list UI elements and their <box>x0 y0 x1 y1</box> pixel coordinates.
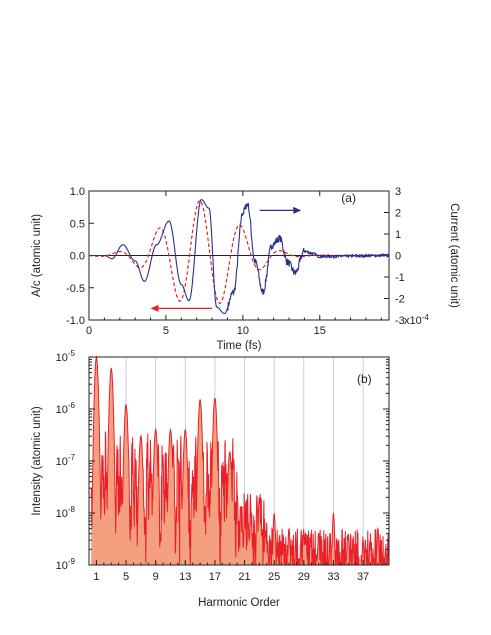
y-tick-label-b: 10-7 <box>56 453 76 468</box>
y-tick-label-left-a: -0.5 <box>66 283 85 295</box>
arrow-vector-head <box>150 304 159 312</box>
arrow-current-head <box>293 206 302 214</box>
y-tick-label-left-a: -1.0 <box>66 315 85 327</box>
x-tick-label-b: 37 <box>357 571 369 583</box>
x-tick-label-b: 1 <box>93 571 99 583</box>
x-tick-label-a: 0 <box>86 325 92 337</box>
y-tick-label-b: 10-5 <box>56 349 76 364</box>
spectrum-fill <box>91 357 389 565</box>
y-tick-label-left-a: 1.0 <box>70 186 85 198</box>
y-tick-label-right-a: -3 <box>395 315 405 327</box>
x-axis-label-b: Harmonic Order <box>198 597 280 609</box>
x-tick-label-b: 17 <box>209 571 221 583</box>
y-tick-label-left-a: 0.5 <box>70 218 85 230</box>
right-axis-exponent: x10-4 <box>404 313 429 327</box>
y-tick-label-b: 10-8 <box>56 505 76 520</box>
x-tick-label-a: 15 <box>314 325 326 337</box>
y-tick-label-right-a: 2 <box>395 208 401 220</box>
panel-b: 1 5 9 13 17 21 25 29 33 37 10-5 10-6 10-7 10-8 10-9 Har… <box>31 349 390 609</box>
series-vector-potential <box>88 200 389 305</box>
x-tick-label-b: 25 <box>268 571 280 583</box>
panel-label-a: (a) <box>341 191 356 205</box>
y-tick-label-left-a: 0.0 <box>70 251 85 263</box>
x-tick-label-b: 9 <box>153 571 159 583</box>
y-tick-label-right-a: -1 <box>395 272 405 284</box>
y-tick-label-right-a: 3 <box>395 186 401 198</box>
y-tick-label-right-a: -2 <box>395 294 405 306</box>
x-tick-label-b: 21 <box>238 571 250 583</box>
x-tick-label-b: 5 <box>123 571 129 583</box>
y-tick-label-b: 10-9 <box>56 557 76 572</box>
x-axis-label-a: Time (fs) <box>217 340 262 352</box>
series-current <box>89 199 390 315</box>
x-tick-label-b: 13 <box>179 571 191 583</box>
panel-label-b: (b) <box>357 372 372 386</box>
x-tick-label-b: 29 <box>298 571 310 583</box>
y-axis-label-left-a: A/c (atomic unit) <box>31 214 43 297</box>
x-tick-label-b: 33 <box>327 571 339 583</box>
y-tick-label-right-a: 1 <box>395 229 401 241</box>
y-tick-label-b: 10-6 <box>56 401 76 416</box>
y-tick-label-right-a: 0 <box>395 251 401 263</box>
x-tick-label-a: 10 <box>237 325 249 337</box>
y-axis-label-right-a: Current (atomic unit) <box>448 203 460 308</box>
x-tick-label-a: 5 <box>163 325 169 337</box>
y-axis-label-b: Intensity (atomic unit) <box>31 406 43 515</box>
